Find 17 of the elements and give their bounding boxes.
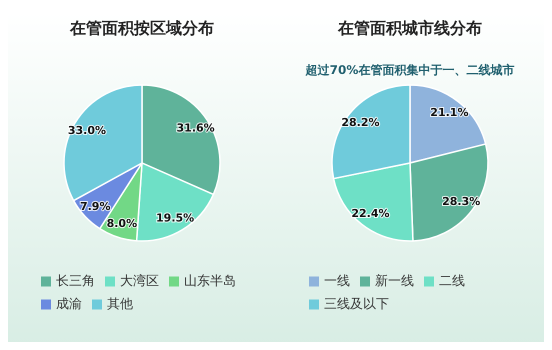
legend-label: 三线及以下	[324, 297, 389, 312]
chart-title: 在管面积按区域分布	[69, 18, 214, 38]
legend-label: 一线	[324, 274, 350, 289]
legend-label: 大湾区	[120, 273, 159, 289]
data-label: 21.1%	[430, 106, 468, 120]
legend-label: 山东半岛	[184, 274, 236, 289]
data-label: 7.9%	[80, 200, 110, 214]
legend-label: 长三角	[56, 274, 95, 289]
legend-label: 成渝	[56, 297, 82, 312]
data-label: 22.4%	[351, 206, 390, 220]
data-label: 8.0%	[106, 217, 138, 230]
legend-label: 二线	[439, 274, 465, 289]
chart-title: 在管面积城市线分布	[337, 18, 482, 38]
legend-label: 其他	[107, 297, 133, 312]
chart-subtitle: 超过70%在管面积集中于一、二线城市	[304, 63, 514, 77]
data-label: 19.5%	[156, 211, 194, 224]
legend-label: 新一线	[375, 274, 414, 289]
